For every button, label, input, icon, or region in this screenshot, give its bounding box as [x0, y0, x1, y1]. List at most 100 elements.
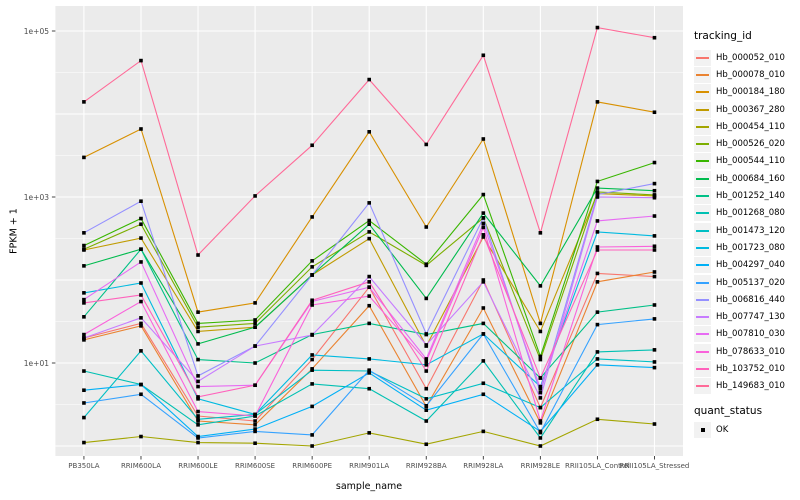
data-point [253, 301, 257, 305]
data-point [139, 434, 143, 439]
legend-line-swatch [696, 91, 709, 94]
legend-entry-label: Hb_000367_280 [716, 104, 785, 115]
data-point [310, 273, 314, 277]
data-point [481, 192, 486, 197]
data-point [139, 222, 143, 227]
data-point [424, 404, 429, 408]
data-point [82, 231, 86, 235]
data-point [652, 365, 657, 370]
legend-line-swatch [696, 160, 709, 163]
legend-line-swatch [696, 195, 709, 198]
legend-key-box [694, 188, 711, 205]
data-point [538, 396, 543, 400]
data-point [481, 280, 486, 284]
data-point [253, 321, 257, 326]
data-point [652, 274, 657, 279]
data-point [538, 405, 543, 410]
data-point [367, 230, 371, 234]
legend-line-swatch [696, 385, 709, 388]
data-point [139, 199, 143, 204]
legend-entry-label: Hb_005137_020 [716, 277, 785, 288]
legend-title-quant-status: quant_status [694, 405, 763, 417]
x-tick-label: RRIM600LA [120, 462, 161, 470]
legend-entry-Hb_149683_010: Hb_149683_010 [694, 378, 785, 395]
legend-entry-Hb_001473_120: Hb_001473_120 [694, 222, 785, 239]
data-point [310, 368, 314, 372]
data-point [310, 404, 314, 409]
data-point [367, 386, 371, 391]
data-point [253, 441, 257, 446]
legend-line-swatch [696, 229, 709, 232]
data-point [538, 386, 543, 391]
legend-entry-label: Hb_000078_010 [716, 69, 785, 80]
data-point [424, 397, 429, 401]
data-point [424, 359, 429, 364]
legend-line-swatch [696, 73, 709, 76]
data-point [139, 382, 143, 387]
data-point [652, 244, 657, 249]
legend-key-box [694, 170, 711, 187]
legend-key-box [694, 66, 711, 83]
data-point [595, 100, 600, 104]
data-point [196, 310, 200, 314]
data-point [310, 143, 314, 148]
data-point [595, 192, 600, 197]
x-tick-label: RRIM928BA [405, 462, 447, 470]
data-point [424, 442, 429, 447]
data-point [139, 316, 143, 320]
data-point [310, 333, 314, 337]
data-point [424, 225, 429, 229]
data-point [481, 211, 486, 215]
data-point [595, 219, 600, 223]
data-point [652, 188, 657, 193]
x-tick-label: RRII105LA_Control [564, 462, 630, 470]
data-point [595, 280, 600, 284]
data-point [595, 25, 600, 30]
data-point [310, 298, 314, 303]
data-point [538, 421, 543, 425]
legend-entry-label: Hb_001723_080 [716, 242, 785, 253]
data-point [196, 379, 200, 384]
data-point [538, 419, 543, 423]
data-point [253, 414, 257, 418]
data-point [253, 419, 257, 423]
legend-entry-label: Hb_001268_080 [716, 208, 785, 219]
data-point [253, 344, 257, 348]
data-point [538, 444, 543, 448]
data-point [139, 293, 143, 297]
legend-key-box [694, 360, 711, 377]
data-point [595, 186, 600, 190]
data-point [253, 429, 257, 434]
legend-entry-Hb_007747_130: Hb_007747_130 [694, 308, 785, 326]
data-point [253, 361, 257, 365]
data-point [424, 332, 429, 336]
data-point [652, 195, 657, 200]
data-point [196, 374, 200, 378]
data-point [310, 433, 314, 437]
data-point [538, 430, 543, 435]
legend-entry-label: Hb_000544_110 [716, 156, 785, 167]
data-point [196, 440, 200, 445]
data-point [139, 58, 143, 63]
legend-entry-Hb_000454_110: Hb_000454_110 [694, 118, 785, 135]
legend-key-box [694, 84, 711, 101]
legend-line-swatch [696, 367, 709, 370]
legend-line-swatch [696, 143, 709, 146]
data-point [481, 429, 486, 434]
data-point [310, 303, 314, 307]
legend-entry-label: Hb_149683_010 [716, 381, 785, 392]
legend-key-box [694, 309, 711, 326]
data-point [139, 216, 143, 221]
data-point [367, 431, 371, 435]
legend-entry-label: Hb_000184_180 [716, 87, 785, 98]
data-point [652, 317, 657, 321]
x-tick-label: RRIM600SE [235, 462, 276, 470]
data-point [310, 259, 314, 263]
data-point [310, 444, 314, 448]
data-point [253, 383, 257, 388]
data-point [538, 329, 543, 334]
data-point [367, 371, 371, 375]
data-point [367, 357, 371, 361]
data-point [82, 243, 86, 248]
